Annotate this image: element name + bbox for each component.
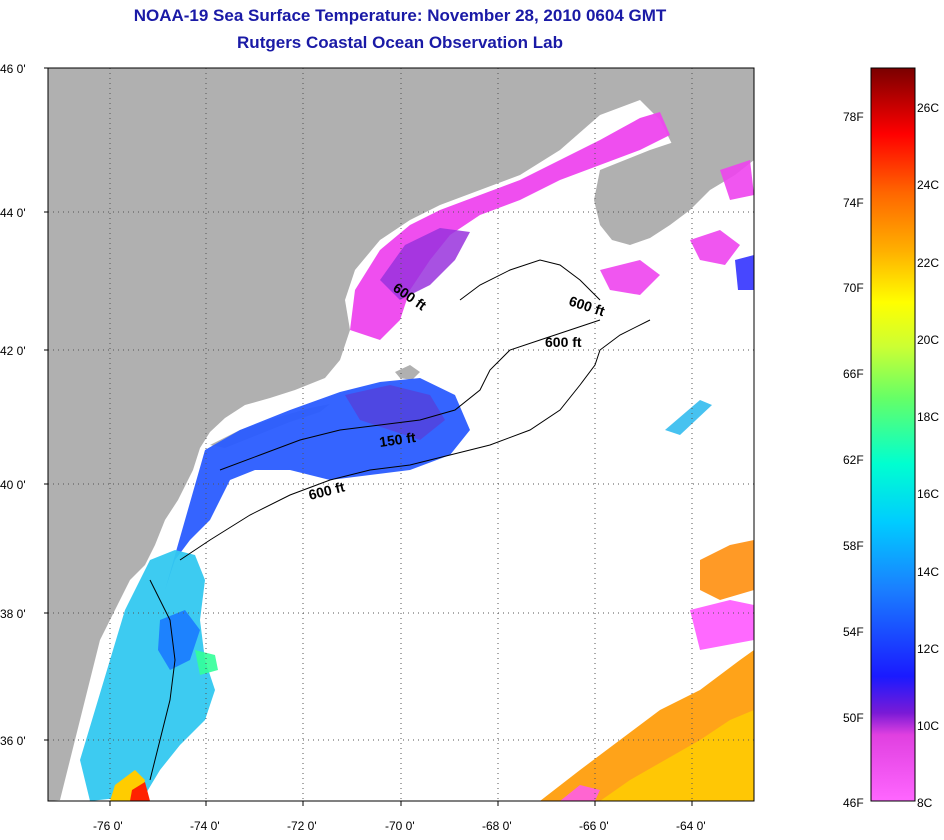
cb-c-label: 20C <box>917 333 939 347</box>
land-us-mainland <box>48 68 754 801</box>
land-cape-cod <box>395 365 420 380</box>
lon-label-76: -76 0' <box>93 819 123 833</box>
cb-f-label: 66F <box>843 367 864 381</box>
cb-f-label: 50F <box>843 711 864 725</box>
cb-c-label: 14C <box>917 565 939 579</box>
lat-label-46: 46 0' <box>0 62 26 76</box>
map-plot-area <box>48 68 754 801</box>
cb-c-label: 16C <box>917 487 939 501</box>
cb-f-label: 46F <box>843 796 864 810</box>
cb-c-label: 22C <box>917 256 939 270</box>
lat-label-38: 38 0' <box>0 607 26 621</box>
cb-f-label: 58F <box>843 539 864 553</box>
cb-c-label: 10C <box>917 719 939 733</box>
lon-label-66: -66 0' <box>579 819 609 833</box>
isobaths <box>149 259 651 781</box>
lon-label-72: -72 0' <box>287 819 317 833</box>
temperature-colorbar <box>870 67 916 802</box>
cb-f-label: 70F <box>843 281 864 295</box>
cb-c-label: 12C <box>917 642 939 656</box>
lat-label-36: 36 0' <box>0 734 26 748</box>
lon-label-70: -70 0' <box>385 819 415 833</box>
cb-f-label: 54F <box>843 625 864 639</box>
land-nova-scotia <box>594 125 754 245</box>
cb-f-label: 74F <box>843 196 864 210</box>
lon-label-64: -64 0' <box>676 819 706 833</box>
colorbar-fahrenheit-labels: 78F 74F 70F 66F 62F 58F 54F 50F 46F <box>843 110 864 810</box>
cb-f-label: 62F <box>843 453 864 467</box>
isobath-label: 600 ft <box>545 334 582 350</box>
cb-c-label: 8C <box>917 796 933 810</box>
lat-label-42: 42 0' <box>0 344 26 358</box>
map-subtitle: Rutgers Coastal Ocean Observation Lab <box>237 33 563 52</box>
axis-ticks <box>44 67 693 806</box>
cb-c-label: 24C <box>917 178 939 192</box>
cb-f-label: 78F <box>843 110 864 124</box>
lon-label-74: -74 0' <box>190 819 220 833</box>
cb-c-label: 26C <box>917 101 939 115</box>
cb-c-label: 18C <box>917 410 939 424</box>
graticule <box>48 68 754 801</box>
isobath-label: 150 ft <box>378 429 417 450</box>
sst-field <box>80 112 754 801</box>
lon-label-68: -68 0' <box>482 819 512 833</box>
colorbar-celsius-labels: 26C 24C 22C 20C 18C 16C 14C 12C 10C 8C <box>917 101 939 810</box>
lat-label-40: 40 0' <box>0 478 26 492</box>
map-title: NOAA-19 Sea Surface Temperature: Novembe… <box>133 6 667 25</box>
lat-label-44: 44 0' <box>0 206 26 220</box>
